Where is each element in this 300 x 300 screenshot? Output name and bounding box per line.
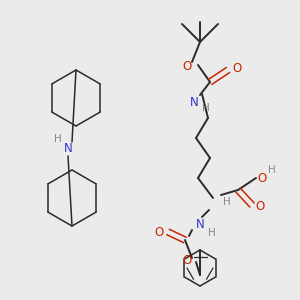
Text: N: N [190, 95, 198, 109]
Text: N: N [64, 142, 72, 154]
Text: O: O [182, 59, 192, 73]
Text: H: H [223, 197, 231, 207]
Text: H: H [208, 228, 216, 238]
Text: H: H [202, 103, 210, 113]
Text: N: N [196, 218, 204, 232]
Text: H: H [268, 165, 276, 175]
Text: O: O [154, 226, 164, 238]
Text: O: O [232, 61, 242, 74]
Text: O: O [182, 254, 192, 268]
Text: O: O [257, 172, 267, 184]
Text: O: O [255, 200, 265, 214]
Text: H: H [54, 134, 62, 144]
